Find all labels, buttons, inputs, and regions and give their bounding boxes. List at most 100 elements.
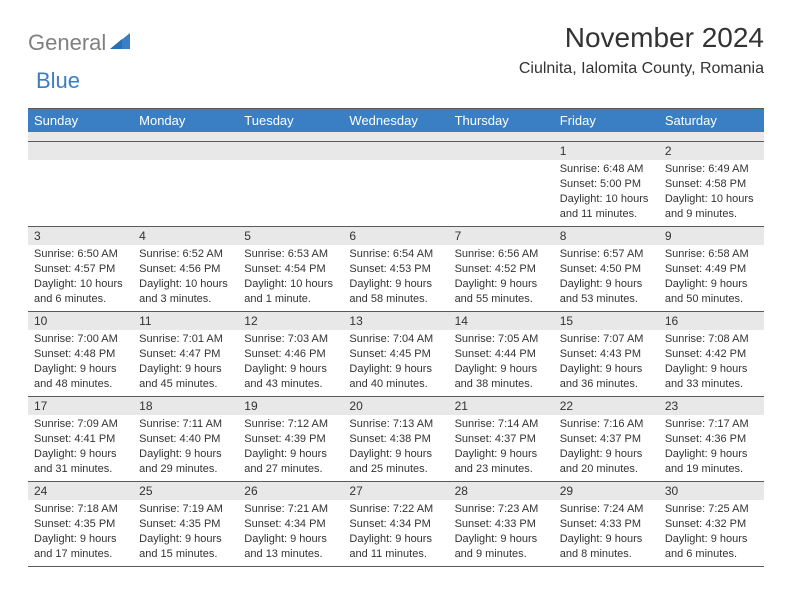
daylight-text: Daylight: 9 hours and 6 minutes. — [665, 532, 758, 562]
day-header-sat: Saturday — [659, 109, 764, 132]
day-cell: 21Sunrise: 7:14 AMSunset: 4:37 PMDayligh… — [449, 397, 554, 481]
day-header-mon: Monday — [133, 109, 238, 132]
sunrise-text: Sunrise: 6:53 AM — [244, 247, 337, 262]
day-number: 24 — [28, 482, 133, 500]
day-body: Sunrise: 7:21 AMSunset: 4:34 PMDaylight:… — [238, 500, 343, 565]
day-cell: 30Sunrise: 7:25 AMSunset: 4:32 PMDayligh… — [659, 482, 764, 566]
sunset-text: Sunset: 4:32 PM — [665, 517, 758, 532]
sunrise-text: Sunrise: 7:21 AM — [244, 502, 337, 517]
day-number: 21 — [449, 397, 554, 415]
day-number: 8 — [554, 227, 659, 245]
week-row: 1Sunrise: 6:48 AMSunset: 5:00 PMDaylight… — [28, 142, 764, 227]
day-cell: 4Sunrise: 6:52 AMSunset: 4:56 PMDaylight… — [133, 227, 238, 311]
sunset-text: Sunset: 4:38 PM — [349, 432, 442, 447]
day-number: 12 — [238, 312, 343, 330]
sunrise-text: Sunrise: 6:49 AM — [665, 162, 758, 177]
daylight-text: Daylight: 9 hours and 38 minutes. — [455, 362, 548, 392]
day-number: 11 — [133, 312, 238, 330]
day-header-sun: Sunday — [28, 109, 133, 132]
day-cell — [238, 142, 343, 226]
day-number: 3 — [28, 227, 133, 245]
week-row: 10Sunrise: 7:00 AMSunset: 4:48 PMDayligh… — [28, 312, 764, 397]
day-body — [449, 160, 554, 166]
day-number: 25 — [133, 482, 238, 500]
sunrise-text: Sunrise: 7:23 AM — [455, 502, 548, 517]
day-body: Sunrise: 6:48 AMSunset: 5:00 PMDaylight:… — [554, 160, 659, 225]
day-number: 23 — [659, 397, 764, 415]
day-cell: 9Sunrise: 6:58 AMSunset: 4:49 PMDaylight… — [659, 227, 764, 311]
day-cell: 26Sunrise: 7:21 AMSunset: 4:34 PMDayligh… — [238, 482, 343, 566]
sunset-text: Sunset: 4:57 PM — [34, 262, 127, 277]
day-cell: 28Sunrise: 7:23 AMSunset: 4:33 PMDayligh… — [449, 482, 554, 566]
sunrise-text: Sunrise: 7:12 AM — [244, 417, 337, 432]
sunset-text: Sunset: 5:00 PM — [560, 177, 653, 192]
day-body: Sunrise: 7:14 AMSunset: 4:37 PMDaylight:… — [449, 415, 554, 480]
daylight-text: Daylight: 9 hours and 27 minutes. — [244, 447, 337, 477]
daylight-text: Daylight: 9 hours and 33 minutes. — [665, 362, 758, 392]
day-cell: 7Sunrise: 6:56 AMSunset: 4:52 PMDaylight… — [449, 227, 554, 311]
daylight-text: Daylight: 9 hours and 8 minutes. — [560, 532, 653, 562]
logo-text-general: General — [28, 30, 106, 56]
sunset-text: Sunset: 4:46 PM — [244, 347, 337, 362]
sunset-text: Sunset: 4:43 PM — [560, 347, 653, 362]
daylight-text: Daylight: 9 hours and 55 minutes. — [455, 277, 548, 307]
day-cell: 3Sunrise: 6:50 AMSunset: 4:57 PMDaylight… — [28, 227, 133, 311]
sunrise-text: Sunrise: 6:52 AM — [139, 247, 232, 262]
logo-triangle-icon — [110, 33, 130, 54]
sunset-text: Sunset: 4:53 PM — [349, 262, 442, 277]
day-body: Sunrise: 7:08 AMSunset: 4:42 PMDaylight:… — [659, 330, 764, 395]
sunrise-text: Sunrise: 7:25 AM — [665, 502, 758, 517]
day-number: 9 — [659, 227, 764, 245]
day-body: Sunrise: 7:09 AMSunset: 4:41 PMDaylight:… — [28, 415, 133, 480]
sunrise-text: Sunrise: 7:00 AM — [34, 332, 127, 347]
daylight-text: Daylight: 9 hours and 9 minutes. — [455, 532, 548, 562]
day-body: Sunrise: 7:17 AMSunset: 4:36 PMDaylight:… — [659, 415, 764, 480]
day-cell: 16Sunrise: 7:08 AMSunset: 4:42 PMDayligh… — [659, 312, 764, 396]
sunrise-text: Sunrise: 6:56 AM — [455, 247, 548, 262]
daylight-text: Daylight: 9 hours and 11 minutes. — [349, 532, 442, 562]
daylight-text: Daylight: 9 hours and 58 minutes. — [349, 277, 442, 307]
sunset-text: Sunset: 4:44 PM — [455, 347, 548, 362]
sunrise-text: Sunrise: 7:24 AM — [560, 502, 653, 517]
calendar-grid: Sunday Monday Tuesday Wednesday Thursday… — [28, 108, 764, 567]
day-cell: 29Sunrise: 7:24 AMSunset: 4:33 PMDayligh… — [554, 482, 659, 566]
daylight-text: Daylight: 9 hours and 48 minutes. — [34, 362, 127, 392]
day-number: 1 — [554, 142, 659, 160]
sunset-text: Sunset: 4:54 PM — [244, 262, 337, 277]
daylight-text: Daylight: 9 hours and 13 minutes. — [244, 532, 337, 562]
day-number: 20 — [343, 397, 448, 415]
sunset-text: Sunset: 4:34 PM — [244, 517, 337, 532]
day-number: 2 — [659, 142, 764, 160]
sunrise-text: Sunrise: 6:48 AM — [560, 162, 653, 177]
day-body: Sunrise: 7:13 AMSunset: 4:38 PMDaylight:… — [343, 415, 448, 480]
daylight-text: Daylight: 10 hours and 9 minutes. — [665, 192, 758, 222]
sunset-text: Sunset: 4:58 PM — [665, 177, 758, 192]
day-body: Sunrise: 7:23 AMSunset: 4:33 PMDaylight:… — [449, 500, 554, 565]
day-header-wed: Wednesday — [343, 109, 448, 132]
week-row: 17Sunrise: 7:09 AMSunset: 4:41 PMDayligh… — [28, 397, 764, 482]
day-number — [133, 142, 238, 160]
day-body: Sunrise: 7:03 AMSunset: 4:46 PMDaylight:… — [238, 330, 343, 395]
day-cell: 19Sunrise: 7:12 AMSunset: 4:39 PMDayligh… — [238, 397, 343, 481]
day-body: Sunrise: 7:05 AMSunset: 4:44 PMDaylight:… — [449, 330, 554, 395]
sunrise-text: Sunrise: 7:18 AM — [34, 502, 127, 517]
sunrise-text: Sunrise: 7:11 AM — [139, 417, 232, 432]
day-number: 28 — [449, 482, 554, 500]
day-body: Sunrise: 7:00 AMSunset: 4:48 PMDaylight:… — [28, 330, 133, 395]
daylight-text: Daylight: 9 hours and 53 minutes. — [560, 277, 653, 307]
daylight-text: Daylight: 9 hours and 45 minutes. — [139, 362, 232, 392]
day-body: Sunrise: 7:11 AMSunset: 4:40 PMDaylight:… — [133, 415, 238, 480]
sunrise-text: Sunrise: 6:58 AM — [665, 247, 758, 262]
day-cell — [449, 142, 554, 226]
sunrise-text: Sunrise: 7:05 AM — [455, 332, 548, 347]
day-number: 7 — [449, 227, 554, 245]
sunrise-text: Sunrise: 7:09 AM — [34, 417, 127, 432]
day-body: Sunrise: 7:12 AMSunset: 4:39 PMDaylight:… — [238, 415, 343, 480]
logo: General — [28, 22, 132, 56]
day-header-tue: Tuesday — [238, 109, 343, 132]
day-number: 10 — [28, 312, 133, 330]
day-body: Sunrise: 7:16 AMSunset: 4:37 PMDaylight:… — [554, 415, 659, 480]
sunset-text: Sunset: 4:35 PM — [139, 517, 232, 532]
sunset-text: Sunset: 4:39 PM — [244, 432, 337, 447]
day-number: 15 — [554, 312, 659, 330]
